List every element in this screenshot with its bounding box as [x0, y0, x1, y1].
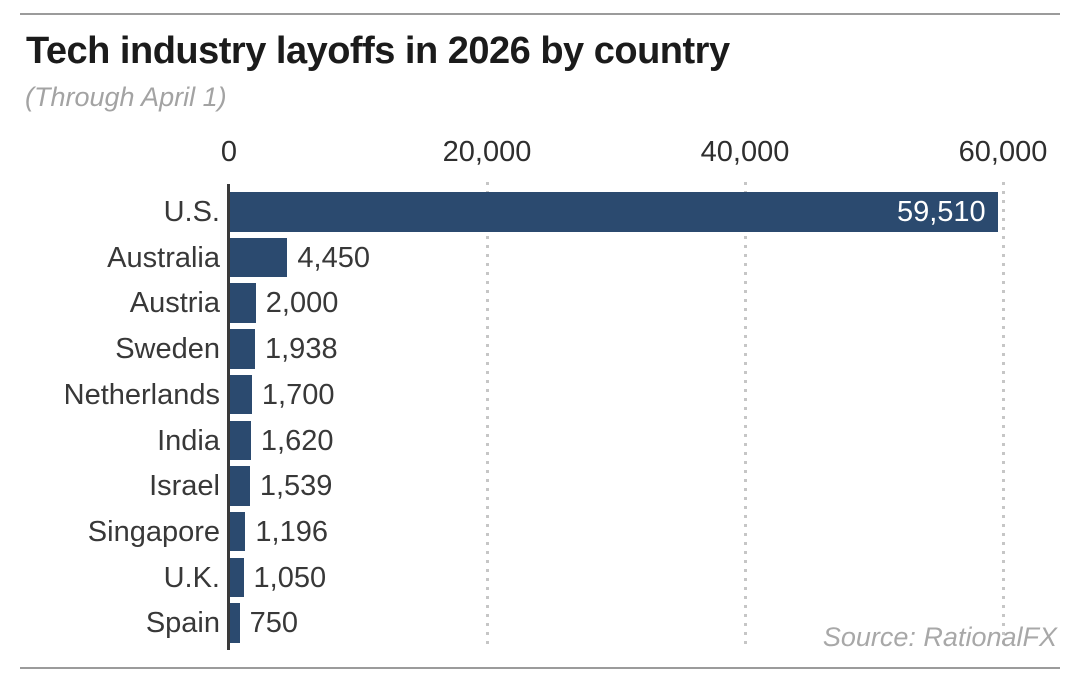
country-label: Netherlands	[63, 378, 220, 411]
bar-us	[230, 192, 998, 232]
bar-sweden	[230, 329, 255, 369]
bar-austria	[230, 283, 256, 323]
bar-australia	[230, 237, 288, 278]
value-label: 59,510	[896, 196, 986, 228]
x-axis-tick-label: 60,000	[958, 136, 1048, 168]
gridline	[744, 182, 747, 650]
value-label: 4,450	[297, 241, 370, 274]
chart-title: Tech industry layoffs in 2026 by country	[26, 30, 730, 72]
bar-spain	[230, 603, 240, 643]
chart-subtitle: (Through April 1)	[25, 82, 227, 112]
value-label: 1,539	[259, 470, 333, 503]
bar-singapore	[230, 511, 246, 552]
country-label: U.S.	[163, 196, 220, 228]
country-label: Sweden	[115, 333, 220, 366]
bottom-divider	[20, 667, 1060, 669]
top-divider	[20, 13, 1060, 15]
bar-uk	[230, 557, 244, 598]
country-label: Austria	[129, 287, 220, 320]
source-credit: Source: RationalFX	[822, 622, 1057, 652]
value-label: 1,196	[255, 515, 328, 548]
value-label: 2,000	[265, 287, 339, 320]
country-label: Spain	[145, 607, 220, 640]
gridline	[1002, 182, 1005, 650]
value-label: 750	[249, 607, 299, 640]
bar-netherlands	[230, 374, 252, 415]
country-label: Singapore	[87, 515, 220, 548]
x-axis-tick-label: 40,000	[700, 136, 790, 168]
x-axis-tick-label: 0	[220, 136, 238, 168]
value-label: 1,620	[260, 424, 334, 457]
value-label: 1,700	[261, 378, 335, 411]
gridline	[486, 182, 489, 650]
value-label: 1,050	[253, 561, 327, 594]
country-label: U.K.	[163, 561, 220, 594]
country-label: Australia	[107, 241, 220, 274]
value-label: 1,938	[265, 333, 338, 366]
x-axis-tick-label: 20,000	[442, 136, 532, 168]
bar-india	[230, 420, 251, 460]
bar-israel	[230, 466, 250, 506]
country-label: Israel	[149, 470, 220, 503]
country-label: India	[157, 424, 220, 457]
y-axis-line	[227, 184, 230, 650]
